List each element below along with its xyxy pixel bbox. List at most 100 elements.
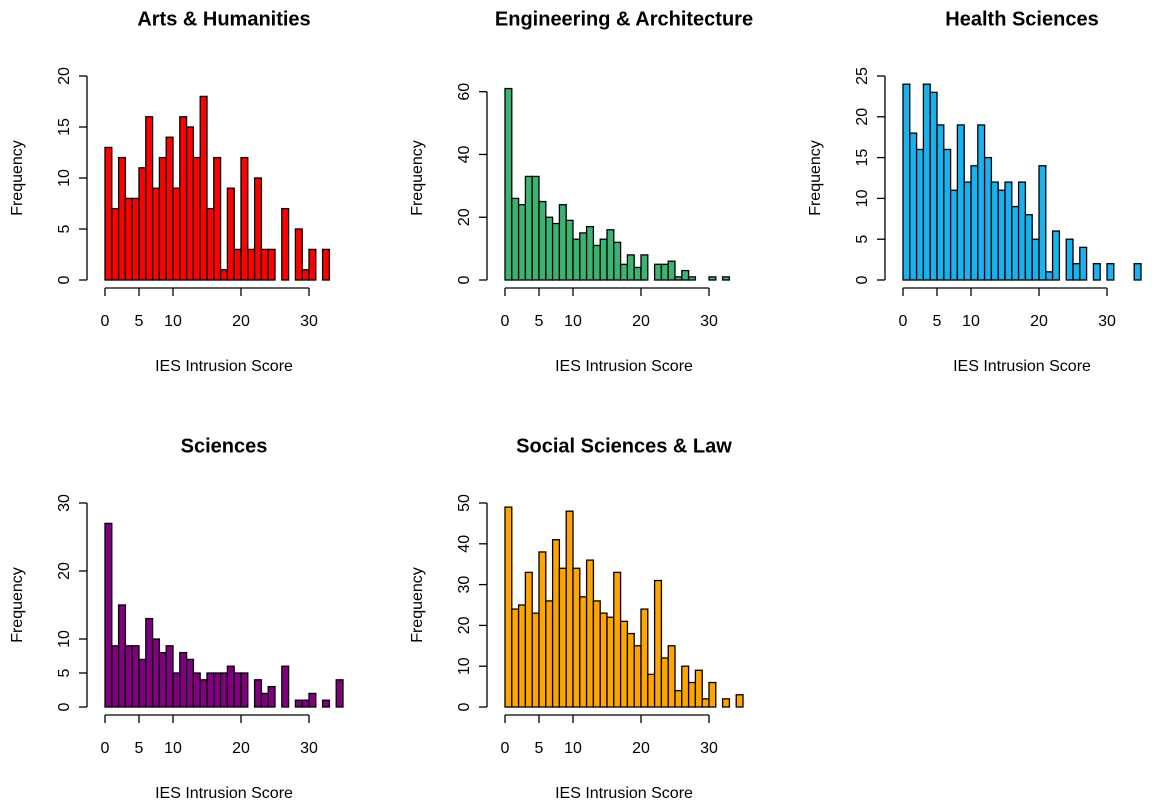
y-tick-label: 20 [56, 562, 73, 580]
bar [213, 156, 222, 281]
bar [1045, 271, 1054, 281]
chart-title: Engineering & Architecture [495, 8, 753, 30]
bar [179, 651, 188, 708]
bar [517, 604, 527, 708]
bar [111, 207, 120, 281]
bar [199, 95, 208, 281]
bar [687, 681, 697, 708]
bar [233, 248, 242, 281]
y-axis-label: Frequency [409, 567, 426, 643]
bar [1092, 263, 1101, 281]
x-tick-label: 20 [232, 313, 250, 330]
x-tick-label: 10 [962, 313, 980, 330]
x-tick-label: 0 [101, 313, 110, 330]
bar [321, 699, 331, 708]
bar [104, 146, 113, 281]
x-tick-label: 30 [300, 313, 318, 330]
y-tick-label: 5 [854, 235, 871, 244]
bar [1038, 165, 1047, 281]
bar [585, 225, 595, 281]
y-tick-label: 10 [56, 169, 73, 187]
bar [538, 551, 547, 708]
bar [117, 156, 127, 281]
chart-title: Sciences [181, 435, 268, 457]
x-axis-label: IES Intrusion Score [555, 358, 693, 375]
bar [206, 672, 215, 708]
bar [551, 539, 561, 708]
bar [619, 263, 629, 281]
bar [579, 232, 588, 281]
y-tick-label: 15 [56, 118, 73, 136]
bar [585, 559, 595, 708]
x-tick-label: 20 [632, 740, 650, 757]
x-axis-label: IES Intrusion Score [155, 785, 293, 802]
bar [708, 681, 717, 708]
bar [192, 156, 201, 281]
y-tick-label: 25 [854, 67, 871, 85]
x-tick-label: 0 [501, 313, 510, 330]
bar [511, 608, 520, 708]
x-tick-label: 5 [135, 313, 144, 330]
x-axis-label: IES Intrusion Score [555, 785, 693, 802]
bar [111, 645, 120, 708]
bar [192, 672, 201, 708]
bar [524, 571, 533, 708]
bar [551, 222, 561, 281]
bar [667, 260, 676, 281]
bar [253, 177, 263, 281]
y-tick-label: 0 [456, 275, 473, 284]
bar [179, 116, 188, 281]
bar [335, 679, 344, 708]
bar [240, 156, 249, 281]
y-axis-label: Frequency [9, 140, 26, 216]
bar [524, 175, 533, 281]
bar [226, 187, 235, 281]
bar [990, 181, 999, 281]
x-axis-label: IES Intrusion Score [155, 358, 293, 375]
x-tick-label: 10 [564, 740, 582, 757]
bar [963, 181, 972, 281]
x-axis-label: IES Intrusion Score [953, 358, 1091, 375]
bar [633, 266, 642, 281]
y-tick-label: 20 [56, 67, 73, 85]
bar [943, 148, 952, 281]
bar [565, 219, 574, 281]
bar [660, 657, 669, 708]
bar [674, 690, 683, 708]
bar [949, 189, 959, 281]
x-tick-label: 5 [535, 740, 544, 757]
bar [104, 522, 113, 708]
bar [117, 604, 127, 708]
y-tick-label: 0 [56, 702, 73, 711]
bar [131, 197, 140, 281]
bar [260, 248, 269, 281]
y-tick-label: 20 [456, 208, 473, 226]
x-tick-label: 30 [300, 740, 318, 757]
bar [653, 579, 663, 708]
bar [667, 645, 676, 708]
bar [219, 672, 229, 708]
bar [511, 197, 520, 281]
bar [145, 116, 154, 281]
bar [592, 244, 601, 281]
bar [640, 254, 649, 281]
bar [233, 672, 242, 708]
bar [922, 83, 931, 281]
bar [619, 620, 629, 708]
x-tick-label: 10 [164, 740, 182, 757]
bar [660, 263, 669, 281]
x-tick-label: 0 [501, 740, 510, 757]
bar [531, 612, 540, 708]
bar [158, 156, 167, 281]
bar [213, 672, 222, 708]
y-axis-label: Frequency [807, 140, 824, 216]
y-tick-label: 20 [456, 616, 473, 634]
bar [301, 269, 310, 281]
bar [1024, 214, 1033, 281]
bar [267, 248, 276, 281]
bar [1133, 263, 1142, 281]
bar [165, 645, 174, 708]
bar [694, 669, 703, 708]
bar [558, 567, 567, 708]
bar [1011, 205, 1020, 281]
